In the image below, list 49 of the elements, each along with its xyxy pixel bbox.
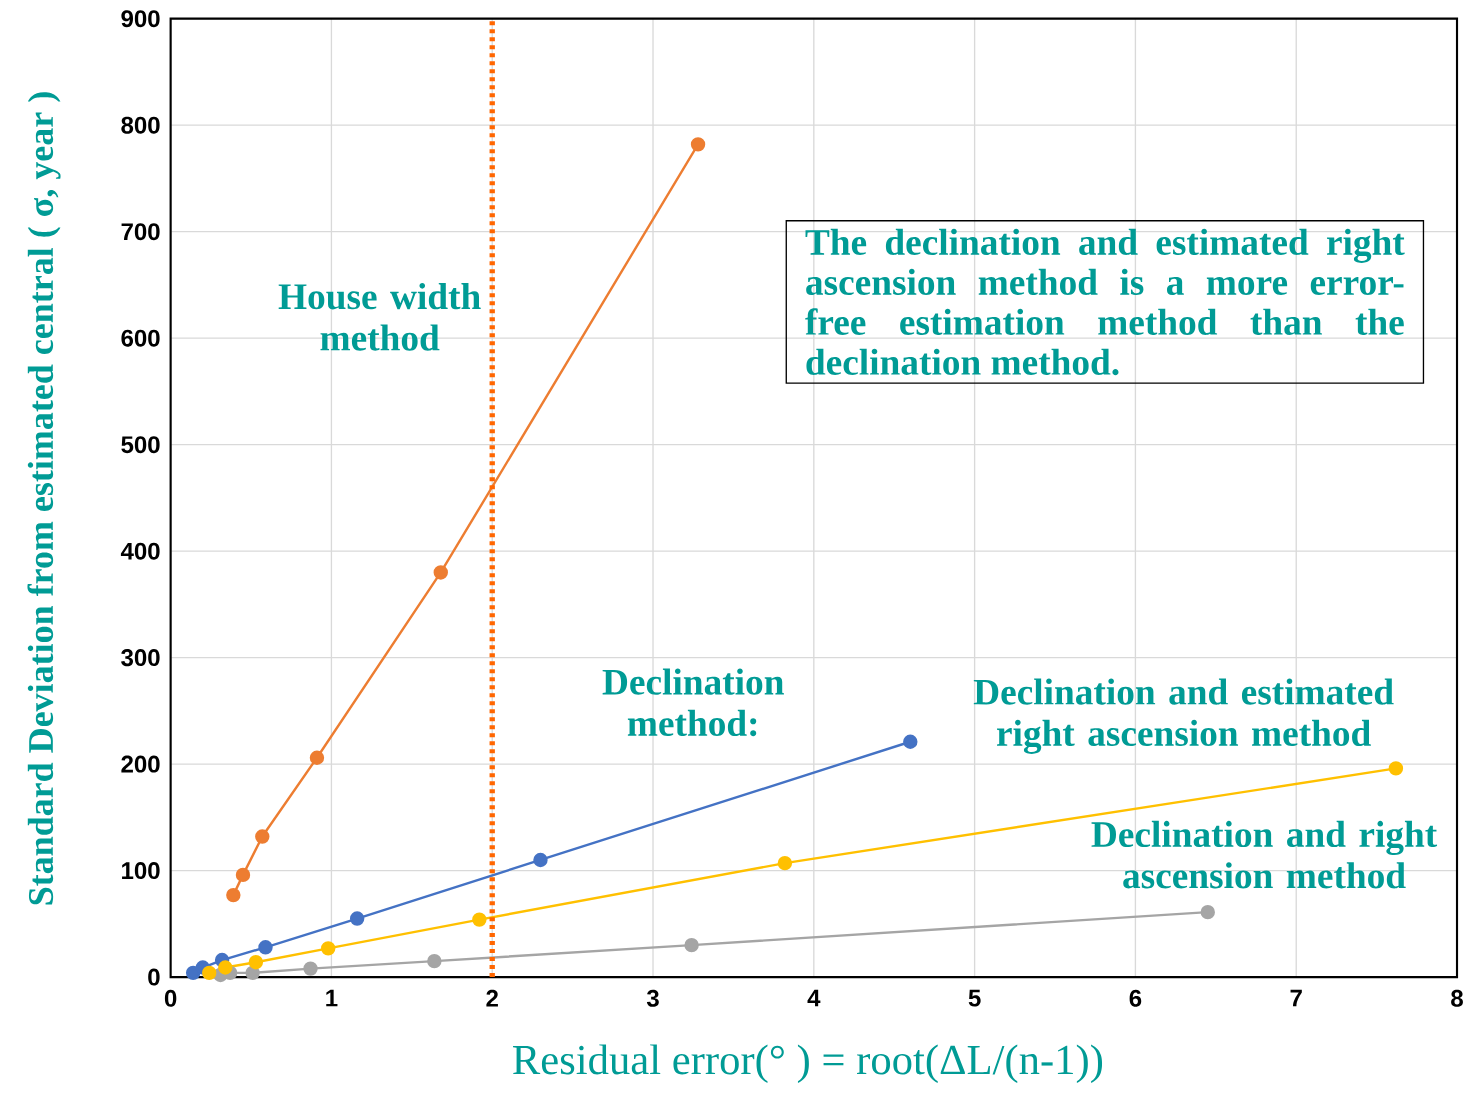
y-tick-label: 300 (121, 649, 160, 667)
x-tick-label: 5 (968, 989, 981, 1007)
point (258, 940, 273, 955)
x-tick-label: 7 (1290, 989, 1302, 1007)
point (185, 965, 201, 981)
point (684, 938, 699, 953)
annotation: The declination and estimated right ascension method is a more error-free estimation method than the declination method. (805, 228, 1405, 376)
y-tick-label: 400 (120, 542, 160, 560)
point (472, 912, 487, 927)
point (202, 965, 217, 981)
y-tick-label: 500 (121, 436, 160, 454)
point (218, 960, 233, 975)
point (533, 852, 548, 868)
x-tick-label: 2 (486, 989, 498, 1007)
point (235, 867, 251, 883)
point (248, 955, 264, 970)
series-label: Declination method: (602, 668, 784, 737)
point (303, 961, 318, 976)
x-tick-label: 0 (164, 989, 177, 1007)
point (690, 137, 706, 152)
x-tick-label: 1 (326, 989, 338, 1007)
point (321, 941, 336, 956)
y-tick-label: 200 (121, 755, 160, 773)
point (226, 888, 241, 903)
y-tick-label: 700 (121, 223, 160, 241)
point (777, 856, 793, 871)
point (427, 954, 442, 969)
point (309, 750, 325, 766)
y-tick-label: 100 (122, 862, 160, 880)
x-tick-label: 3 (646, 989, 659, 1007)
y-tick-label: 600 (121, 329, 160, 347)
series-label: Declination and right ascension method (1091, 820, 1438, 889)
y-tick-label: 0 (148, 968, 160, 986)
point (349, 911, 365, 926)
point (1200, 905, 1215, 920)
text: House width method (278, 283, 481, 351)
y-tick-label: 800 (121, 116, 160, 134)
x-tick-label: 4 (807, 989, 821, 1007)
series-label: Declination and estimated right ascension method (973, 678, 1394, 755)
x-tick-label: 6 (1129, 989, 1142, 1007)
point (245, 965, 260, 981)
point (903, 734, 918, 750)
x-tick-label: 8 (1451, 989, 1463, 1007)
x-axis-title: Residual error(° ) = root(ΔL/(n-1)) (513, 1044, 1103, 1084)
point (433, 565, 448, 580)
y-axis-title: Standard Deviation from estimated central ( σ, year ) (27, 92, 61, 905)
y-tick-label: 900 (121, 10, 160, 28)
point (255, 829, 270, 844)
point (1388, 761, 1404, 776)
